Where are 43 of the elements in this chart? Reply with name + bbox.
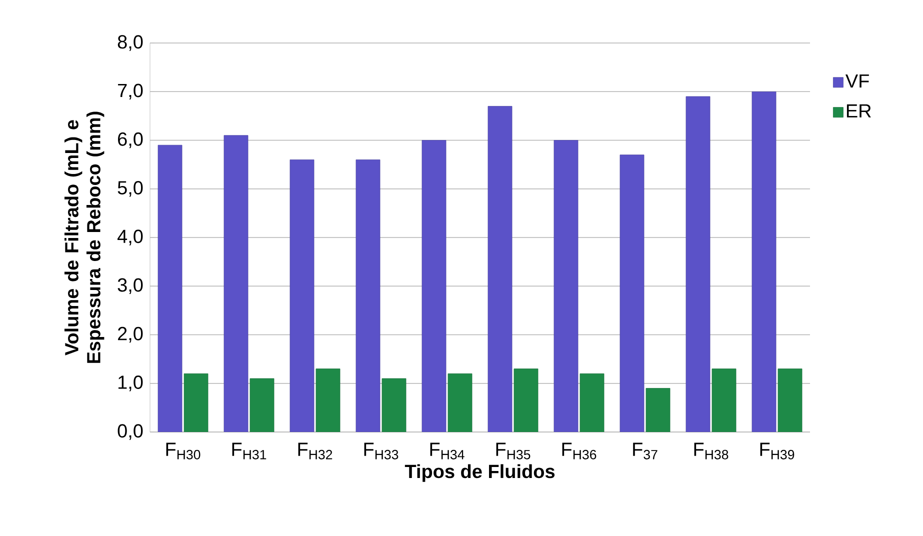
x-tick-label: F$_{H36}$	[562, 442, 596, 460]
bar	[778, 368, 802, 432]
bar	[356, 160, 380, 432]
bar	[158, 144, 182, 432]
legend-label: ER	[846, 104, 871, 118]
bar	[422, 140, 446, 432]
y-tick-label: 0,0	[118, 424, 143, 440]
y-tick-label: 1,0	[118, 376, 143, 392]
y-tick-label: 4,0	[117, 230, 143, 246]
x-tick-label: F$_{H35}$	[496, 442, 530, 460]
bar	[686, 96, 710, 432]
bar	[448, 373, 472, 432]
bar	[712, 368, 736, 432]
bar	[646, 388, 670, 432]
bar	[290, 160, 314, 432]
x-tick-label: F$_{H32}$	[298, 442, 332, 460]
bar	[382, 378, 406, 432]
x-tick-label: F$_{H31}$	[232, 442, 266, 460]
bar	[514, 368, 538, 432]
x-tick-label: F$_{37}$	[633, 442, 658, 460]
x-tick-label: F$_{H33}$	[364, 442, 398, 460]
bar	[184, 373, 208, 432]
bar	[488, 106, 512, 432]
y-tick-label: 5,0	[118, 181, 143, 197]
y-tick-label: 8,0	[118, 35, 143, 51]
x-tick-label: F$_{H30}$	[166, 442, 200, 460]
y-tick-label: 3,0	[118, 278, 143, 294]
x-tick-label: F$_{H39}$	[760, 442, 794, 460]
bar	[224, 135, 248, 432]
x-axis-title: Tipos de Fluidos	[404, 464, 555, 482]
legend-label: VF	[845, 74, 869, 88]
bar	[752, 91, 776, 432]
bar	[580, 373, 604, 432]
y-tick-label: 2,0	[118, 326, 143, 343]
x-tick-label: F$_{H38}$	[694, 442, 728, 460]
bar	[250, 378, 274, 432]
y-axis-title: Volume de Filtrado (mL) e Espessura de Reboco (mm)	[64, 112, 104, 363]
bar	[554, 140, 578, 432]
y-tick-label: 6,0	[118, 132, 143, 148]
bar	[620, 154, 644, 432]
x-tick-label: F$_{H34}$	[430, 442, 464, 460]
bar	[316, 368, 340, 432]
y-tick-label: 7,0	[118, 84, 143, 100]
